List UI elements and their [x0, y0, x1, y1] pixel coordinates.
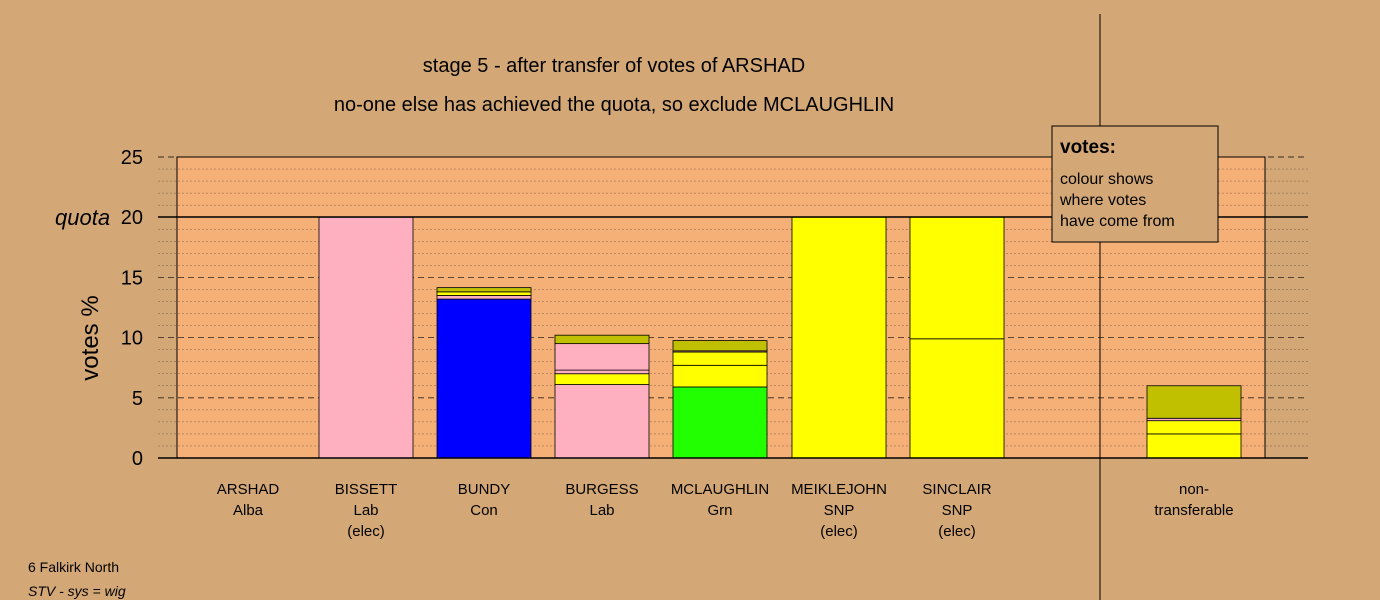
x-tick-label: SINCLAIR	[922, 481, 991, 498]
legend-line: where votes	[1059, 192, 1146, 209]
bar-segment	[554, 373, 650, 385]
y-tick-label: 15	[121, 267, 143, 289]
bar-segment	[909, 216, 1005, 340]
quota-label: quota	[55, 205, 110, 230]
y-tick-label: 0	[132, 448, 143, 470]
x-tick-label: transferable	[1154, 502, 1233, 519]
x-tick-label: (elec)	[820, 523, 858, 540]
bars	[318, 216, 1242, 459]
bar-segment	[436, 287, 532, 293]
bar-segment	[791, 216, 887, 459]
bar-segment	[554, 334, 650, 345]
bar-segment	[554, 343, 650, 371]
x-tick-label: Lab	[589, 502, 614, 519]
bar-segment	[672, 386, 768, 459]
bar-segment	[672, 351, 768, 366]
bar-segment	[1146, 385, 1242, 419]
bar-segment	[436, 298, 532, 459]
bar-segment	[1146, 433, 1242, 459]
y-tick-label: 25	[121, 147, 143, 169]
legend-box	[1051, 125, 1219, 243]
bar-segment	[554, 369, 650, 375]
y-tick-label: 10	[121, 328, 143, 350]
bar-segment	[436, 291, 532, 296]
x-tick-label: SNP	[824, 502, 855, 519]
bar-segment	[672, 340, 768, 352]
y-axis-label: votes %	[77, 295, 104, 380]
footer-system: STV - sys = wig	[28, 583, 126, 599]
x-tick-label: BISSETT	[335, 481, 398, 498]
x-tick-label: (elec)	[347, 523, 385, 540]
x-tick-label: BURGESS	[565, 481, 638, 498]
y-tick-label: 5	[132, 388, 143, 410]
chart-subtitle: no-one else has achieved the quota, so e…	[334, 94, 894, 116]
x-tick-label: Lab	[353, 502, 378, 519]
y-axis-ticks: 0 5 10 15 20 25	[121, 147, 143, 470]
x-tick-label: Alba	[233, 502, 264, 519]
bar-segment	[672, 364, 768, 388]
legend-title: votes:	[1060, 137, 1116, 158]
x-tick-label: ARSHAD	[217, 481, 280, 498]
x-tick-label: Con	[470, 502, 498, 519]
bar-segment	[318, 216, 414, 459]
bar-segment	[436, 295, 532, 300]
bar-segment	[909, 338, 1005, 459]
legend: votes: colour shows where votes have com…	[1051, 125, 1219, 243]
footer-area: 6 Falkirk North	[28, 559, 119, 575]
x-tick-label: Grn	[707, 502, 732, 519]
x-axis-labels: ARSHAD Alba BISSETT Lab (elec) BUNDY Con BURGES…	[217, 481, 1234, 540]
chart-title: stage 5 - after transfer of votes of ARS…	[423, 55, 805, 77]
x-tick-label: SNP	[942, 502, 973, 519]
x-tick-label: BUNDY	[458, 481, 511, 498]
x-tick-label: MEIKLEJOHN	[791, 481, 887, 498]
x-tick-label: MCLAUGHLIN	[671, 481, 769, 498]
legend-line: have come from	[1060, 213, 1175, 230]
bar-segment	[554, 384, 650, 459]
bar-segment	[1146, 420, 1242, 435]
x-tick-label: non-	[1179, 481, 1209, 498]
y-tick-label: 20	[121, 207, 143, 229]
legend-line: colour shows	[1060, 171, 1153, 188]
x-tick-label: (elec)	[938, 523, 976, 540]
